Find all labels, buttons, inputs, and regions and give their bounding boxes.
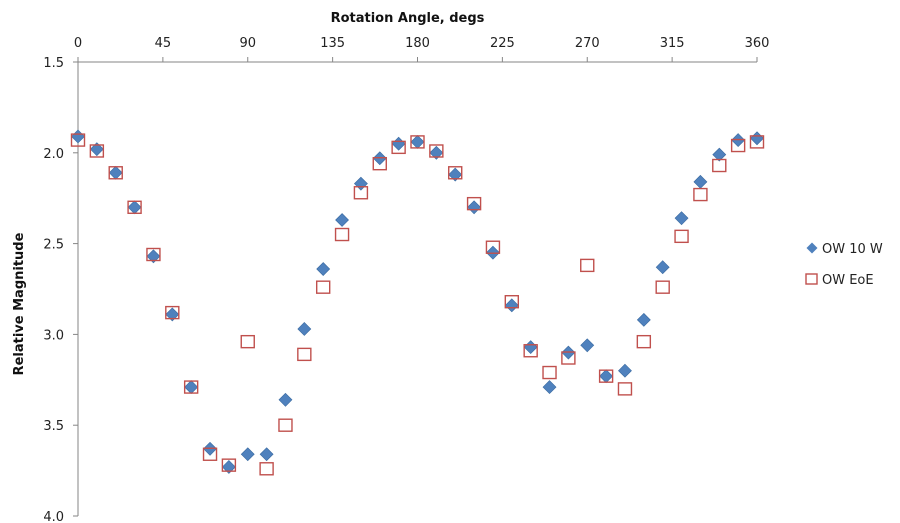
y-tick-label: 3.5 xyxy=(43,419,64,434)
data-point-ow-10-w xyxy=(524,341,537,354)
legend-label: OW 10 W xyxy=(822,242,883,257)
data-point-ow-eoe xyxy=(618,383,631,395)
data-point-ow-10-w xyxy=(279,393,292,406)
data-point-ow-10-w xyxy=(336,213,349,226)
legend-marker-diamond xyxy=(807,243,818,254)
data-point-ow-10-w xyxy=(618,364,631,377)
x-tick-label: 0 xyxy=(74,36,82,51)
data-point-ow-eoe xyxy=(298,348,311,360)
data-point-ow-eoe xyxy=(260,463,273,475)
data-point-ow-eoe xyxy=(543,367,556,379)
x-tick-label: 270 xyxy=(575,36,600,51)
x-tick-label: 180 xyxy=(405,36,430,51)
data-point-ow-10-w xyxy=(637,313,650,326)
data-point-ow-10-w xyxy=(298,322,311,335)
legend: OW 10 W OW EoE xyxy=(806,242,883,288)
data-point-ow-eoe xyxy=(637,336,650,348)
data-point-ow-10-w xyxy=(694,175,707,188)
data-point-ow-10-w xyxy=(600,370,613,383)
x-tick-label: 225 xyxy=(490,36,515,51)
y-tick-label: 1.5 xyxy=(43,56,64,71)
data-point-ow-10-w xyxy=(543,381,556,394)
x-tick-label: 135 xyxy=(320,36,345,51)
data-point-ow-10-w xyxy=(411,135,424,148)
x-tick-label: 360 xyxy=(745,36,770,51)
data-point-ow-10-w xyxy=(128,201,141,214)
data-point-ow-10-w xyxy=(505,299,518,312)
data-point-ow-10-w xyxy=(241,448,254,461)
y-tick-label: 4.0 xyxy=(43,510,64,523)
data-point-ow-10-w xyxy=(468,201,481,214)
data-point-ow-10-w xyxy=(656,261,669,274)
data-point-ow-eoe xyxy=(675,230,688,242)
x-tick-label: 90 xyxy=(239,36,256,51)
x-tick-label: 45 xyxy=(155,36,172,51)
data-point-ow-10-w xyxy=(185,381,198,394)
data-point-ow-eoe xyxy=(656,281,669,293)
x-tick-label: 315 xyxy=(660,36,685,51)
y-tick-label: 2.5 xyxy=(43,238,64,253)
data-point-ow-10-w xyxy=(260,448,273,461)
axes: 0 45 90 135 180 225 270 315 360 1.5 2.0 2.5 3.0 3.5 4.… xyxy=(43,36,769,523)
data-point-ow-10-w xyxy=(354,177,367,190)
legend-item-ow-10-w: OW 10 W xyxy=(807,242,883,257)
data-marks xyxy=(72,130,764,475)
data-point-ow-10-w xyxy=(317,263,330,276)
data-point-ow-eoe xyxy=(581,259,594,271)
data-point-ow-eoe xyxy=(279,419,292,431)
data-point-ow-10-w xyxy=(675,212,688,225)
data-point-ow-10-w xyxy=(72,130,85,143)
y-tick-label: 2.0 xyxy=(43,147,64,162)
legend-label: OW EoE xyxy=(822,273,874,288)
data-point-ow-eoe xyxy=(694,189,707,201)
data-point-ow-10-w xyxy=(392,137,405,150)
data-point-ow-10-w xyxy=(751,132,764,145)
data-point-ow-eoe xyxy=(336,229,349,241)
y-axis-title: Relative Magnitude xyxy=(12,232,27,375)
legend-marker-square xyxy=(806,274,817,284)
x-axis-title: Rotation Angle, degs xyxy=(331,11,485,26)
data-point-ow-eoe xyxy=(317,281,330,293)
legend-item-ow-eoe: OW EoE xyxy=(806,273,874,288)
data-point-ow-10-w xyxy=(581,339,594,352)
y-tick-label: 3.0 xyxy=(43,328,64,343)
data-point-ow-eoe xyxy=(241,336,254,348)
data-point-ow-10-w xyxy=(109,166,122,179)
